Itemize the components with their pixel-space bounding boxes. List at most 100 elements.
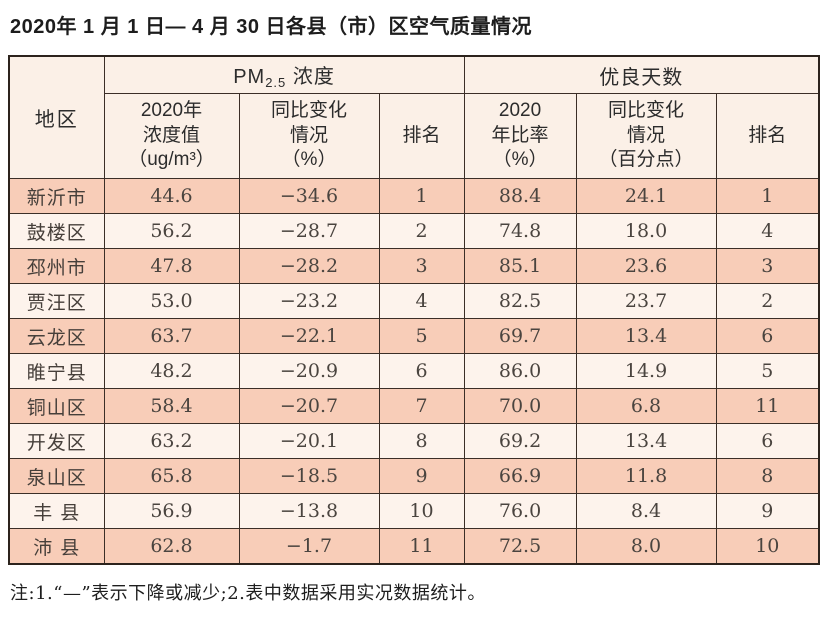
cell-pm-value: 48.2 xyxy=(103,353,240,389)
table-body: 新沂市 44.6 −34.6 1 88.4 24.1 1 鼓楼区 56.2 −28.7 2 74.8 1… xyxy=(8,178,820,565)
table-row: 睢宁县 48.2 −20.9 6 86.0 14.9 5 xyxy=(8,353,820,389)
cell-pm-value: 56.2 xyxy=(103,213,240,249)
cell-pm-rank: 5 xyxy=(378,318,465,354)
cell-good-change: 14.9 xyxy=(575,353,717,389)
cell-good-rate: 74.8 xyxy=(463,213,577,249)
cell-pm-value: 63.7 xyxy=(103,318,240,354)
cell-good-rate: 69.7 xyxy=(463,318,577,354)
table-row: 沛 县 62.8 −1.7 11 72.5 8.0 10 xyxy=(8,528,820,565)
cell-pm-value: 65.8 xyxy=(103,458,240,494)
cell-region: 鼓楼区 xyxy=(8,213,105,249)
cell-region: 开发区 xyxy=(8,423,105,459)
cell-good-change: 8.4 xyxy=(575,493,717,529)
cell-good-rank: 10 xyxy=(715,528,820,565)
cell-good-rate: 76.0 xyxy=(463,493,577,529)
cell-pm-value: 63.2 xyxy=(103,423,240,459)
cell-pm-change: −20.7 xyxy=(238,388,380,424)
pm-label-prefix: PM xyxy=(233,66,266,88)
header-pm-concentration: 2020年 浓度值 （ug/m³） xyxy=(103,93,240,179)
cell-region: 铜山区 xyxy=(8,388,105,424)
cell-good-rate: 86.0 xyxy=(463,353,577,389)
cell-good-change: 23.6 xyxy=(575,248,717,284)
cell-good-change: 6.8 xyxy=(575,388,717,424)
cell-good-rank: 6 xyxy=(715,423,820,459)
cell-pm-value: 53.0 xyxy=(103,283,240,319)
cell-pm-rank: 9 xyxy=(378,458,465,494)
cell-pm-change: −18.5 xyxy=(238,458,380,494)
header-good-days-group: 优良天数 xyxy=(463,55,820,94)
cell-good-change: 8.0 xyxy=(575,528,717,565)
cell-good-rank: 4 xyxy=(715,213,820,249)
cell-pm-value: 56.9 xyxy=(103,493,240,529)
pm-label-suffix: 浓度 xyxy=(292,66,335,88)
cell-pm-change: −28.7 xyxy=(238,213,380,249)
cell-pm-rank: 6 xyxy=(378,353,465,389)
table-row: 鼓楼区 56.2 −28.7 2 74.8 18.0 4 xyxy=(8,213,820,249)
cell-pm-change: −34.6 xyxy=(238,178,380,214)
cell-pm-change: −22.1 xyxy=(238,318,380,354)
cell-good-rank: 8 xyxy=(715,458,820,494)
cell-good-rank: 1 xyxy=(715,178,820,214)
cell-good-change: 18.0 xyxy=(575,213,717,249)
header-good-rank: 排名 xyxy=(715,93,820,179)
cell-good-rank: 9 xyxy=(715,493,820,529)
cell-good-rate: 66.9 xyxy=(463,458,577,494)
cell-region: 新沂市 xyxy=(8,178,105,214)
cell-good-change: 24.1 xyxy=(575,178,717,214)
cell-good-change: 23.7 xyxy=(575,283,717,319)
table-header: 地区 PM2.5 浓度 优良天数 2020年 浓度值 （ug/m³） 同比变化 … xyxy=(8,55,820,179)
cell-pm-value: 44.6 xyxy=(103,178,240,214)
header-good-change: 同比变化 情况 （百分点） xyxy=(575,93,717,179)
header-pm-rank: 排名 xyxy=(378,93,465,179)
cell-good-rank: 11 xyxy=(715,388,820,424)
cell-pm-rank: 4 xyxy=(378,283,465,319)
cell-good-change: 13.4 xyxy=(575,423,717,459)
cell-good-rank: 5 xyxy=(715,353,820,389)
pm-subscript: 2.5 xyxy=(265,75,287,90)
cell-good-rank: 6 xyxy=(715,318,820,354)
cell-pm-change: −20.9 xyxy=(238,353,380,389)
header-good-rate: 2020 年比率 （%） xyxy=(463,93,577,179)
cell-pm-rank: 8 xyxy=(378,423,465,459)
cell-good-rate: 72.5 xyxy=(463,528,577,565)
table-row: 云龙区 63.7 −22.1 5 69.7 13.4 6 xyxy=(8,318,820,354)
cell-pm-value: 62.8 xyxy=(103,528,240,565)
cell-region: 泉山区 xyxy=(8,458,105,494)
cell-region: 沛 县 xyxy=(8,528,105,565)
cell-pm-change: −1.7 xyxy=(238,528,380,565)
cell-pm-value: 47.8 xyxy=(103,248,240,284)
cell-good-rank: 3 xyxy=(715,248,820,284)
cell-pm-rank: 11 xyxy=(378,528,465,565)
cell-pm-change: −23.2 xyxy=(238,283,380,319)
cell-pm-rank: 1 xyxy=(378,178,465,214)
cell-region: 睢宁县 xyxy=(8,353,105,389)
table-row: 新沂市 44.6 −34.6 1 88.4 24.1 1 xyxy=(8,178,820,214)
cell-region: 云龙区 xyxy=(8,318,105,354)
cell-good-rate: 88.4 xyxy=(463,178,577,214)
cell-pm-rank: 10 xyxy=(378,493,465,529)
table-row: 贾汪区 53.0 −23.2 4 82.5 23.7 2 xyxy=(8,283,820,319)
cell-good-change: 13.4 xyxy=(575,318,717,354)
cell-pm-rank: 7 xyxy=(378,388,465,424)
table-row: 铜山区 58.4 −20.7 7 70.0 6.8 11 xyxy=(8,388,820,424)
header-sub-row: 2020年 浓度值 （ug/m³） 同比变化 情况 （%） 排名 2020 年比… xyxy=(9,93,820,179)
cell-pm-change: −28.2 xyxy=(238,248,380,284)
page-title: 2020年 1 月 1 日— 4 月 30 日各县（市）区空气质量情况 xyxy=(10,16,533,38)
header-group-row: 地区 PM2.5 浓度 优良天数 xyxy=(8,55,820,179)
cell-region: 贾汪区 xyxy=(8,283,105,319)
table-row: 泉山区 65.8 −18.5 9 66.9 11.8 8 xyxy=(8,458,820,494)
cell-pm-change: −13.8 xyxy=(238,493,380,529)
footnote: 注:1.“—”表示下降或减少;2.表中数据采用实况数据统计。 xyxy=(10,583,486,604)
cell-good-rate: 69.2 xyxy=(463,423,577,459)
table-row: 开发区 63.2 −20.1 8 69.2 13.4 6 xyxy=(8,423,820,459)
air-quality-table: 地区 PM2.5 浓度 优良天数 2020年 浓度值 （ug/m³） 同比变化 … xyxy=(8,55,821,565)
cell-good-rank: 2 xyxy=(715,283,820,319)
cell-good-change: 11.8 xyxy=(575,458,717,494)
table-row: 邳州市 47.8 −28.2 3 85.1 23.6 3 xyxy=(8,248,820,284)
header-pm-change: 同比变化 情况 （%） xyxy=(238,93,380,179)
cell-good-rate: 85.1 xyxy=(463,248,577,284)
cell-region: 丰 县 xyxy=(8,493,105,529)
cell-pm-change: −20.1 xyxy=(238,423,380,459)
cell-pm-rank: 3 xyxy=(378,248,465,284)
